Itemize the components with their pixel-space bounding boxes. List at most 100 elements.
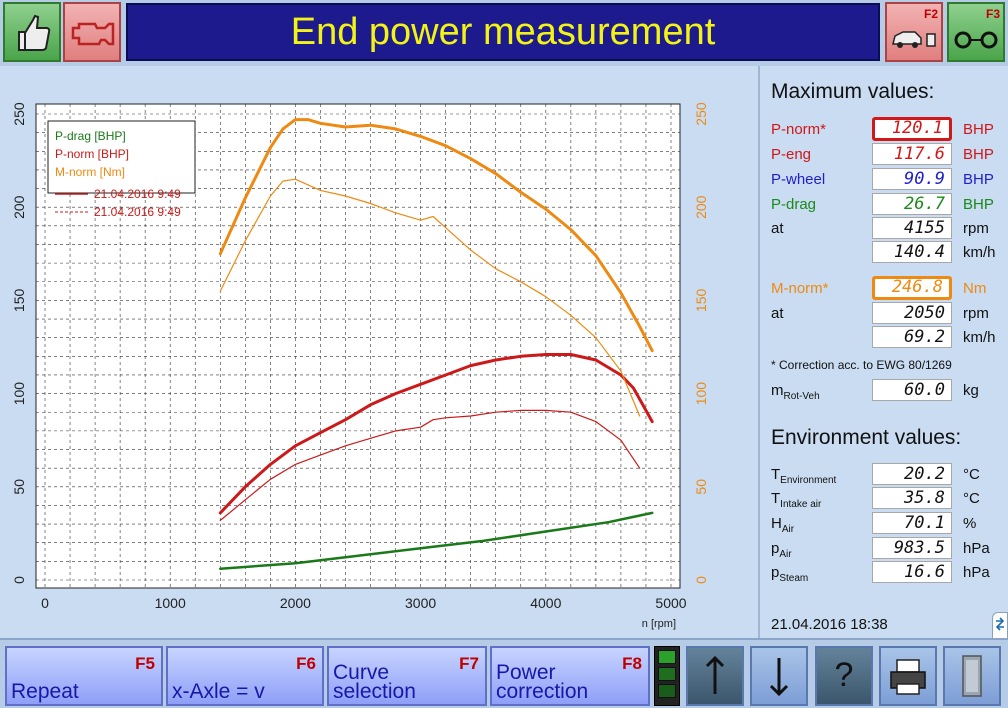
x-axis-label: n [rpm] <box>642 618 676 630</box>
row-label: P-drag <box>771 196 817 213</box>
y-tick-label-left: 0 <box>11 576 27 584</box>
printer-icon <box>890 659 926 695</box>
row-unit: km/h <box>963 244 996 261</box>
x-tick-label: 2000 <box>280 595 311 611</box>
print-button[interactable] <box>879 646 937 706</box>
header: End power measurement F2 F3 <box>0 0 1008 66</box>
series-line-3 <box>218 118 654 353</box>
p-steam-value: 16.6 <box>872 561 952 583</box>
mass-value: 60.0 <box>872 379 952 401</box>
row-label: pSteam <box>771 564 809 584</box>
light-green-top <box>658 650 676 664</box>
x-axle-button[interactable]: F6 x-Axle = v <box>166 646 324 706</box>
env-values-title: Environment values: <box>771 426 962 449</box>
traffic-light-indicator <box>654 646 680 706</box>
series-line-1 <box>218 353 654 515</box>
row-mass: mRot-Veh 60.0 kg <box>771 379 1006 402</box>
correction-note: * Correction acc. to EWG 80/1269 <box>771 358 952 372</box>
f2-button[interactable]: F2 <box>885 2 943 62</box>
legend-entry-dashed: 21.04.2016 9:49 <box>94 205 181 219</box>
chart-panel: 0 1000 2000 3000 4000 5000 0 50 100 150 200 250 0 50 1… <box>0 66 760 638</box>
down-button[interactable] <box>750 646 808 706</box>
row-unit: hPa <box>963 540 990 557</box>
row-p-eng: P-eng 117.6 BHP <box>771 143 1006 165</box>
p-speed-value: 140.4 <box>872 241 952 263</box>
row-p-norm: P-norm* 120.1 BHP <box>771 117 1006 141</box>
row-unit: kg <box>963 382 979 399</box>
row-unit: hPa <box>963 564 990 581</box>
y-tick-label-left: 100 <box>11 382 27 406</box>
series-line-2 <box>219 409 641 521</box>
power-correction-button[interactable]: F8 Power correction <box>490 646 650 706</box>
function-key-bar: F5 Repeat F6 x-Axle = v F7 Curve selecti… <box>0 638 1008 708</box>
y-tick-label-right: 100 <box>693 382 709 406</box>
row-label: TEnvironment <box>771 466 837 486</box>
row-p-drag: P-drag 26.7 BHP <box>771 193 1006 215</box>
values-panel: Maximum values: P-norm* 120.1 BHP P-eng … <box>762 66 1008 658</box>
f8-key-label: F8 <box>622 654 642 673</box>
power-correction-label: Power correction <box>496 661 589 703</box>
car-tow-icon <box>892 31 936 48</box>
f3-button[interactable]: F3 <box>947 2 1005 62</box>
curve-selection-label: Curve selection <box>333 661 416 703</box>
m-rpm-value: 2050 <box>872 302 952 324</box>
help-button[interactable]: ? <box>815 646 873 706</box>
p-rpm-value: 4155 <box>872 217 952 239</box>
row-unit: rpm <box>963 305 989 322</box>
f2-key-label: F2 <box>923 7 938 21</box>
up-button[interactable] <box>686 646 744 706</box>
y-tick-label-right: 250 <box>693 102 709 126</box>
row-label: TIntake air <box>771 490 822 510</box>
x-tick-label: 1000 <box>155 595 186 611</box>
y-tick-label-right: 150 <box>693 289 709 313</box>
y-tick-label-left: 150 <box>11 289 27 313</box>
legend-box <box>47 120 196 194</box>
row-unit: °C <box>963 490 980 507</box>
row-m-rpm: at 2050 rpm <box>771 302 1006 324</box>
row-t-environment: TEnvironment 20.2 °C <box>771 463 1006 486</box>
engine-button[interactable] <box>63 2 121 62</box>
legend-entry-mnorm: M-norm [Nm] <box>55 165 125 179</box>
row-at-rpm: at 4155 rpm <box>771 217 1006 239</box>
f7-key-label: F7 <box>459 654 479 673</box>
y-tick-label-left: 200 <box>11 195 27 219</box>
max-values-title: Maximum values: <box>771 80 935 103</box>
row-p-wheel: P-wheel 90.9 BHP <box>771 168 1006 190</box>
row-label: at <box>771 220 784 237</box>
row-m-speed: 69.2 km/h <box>771 326 1006 348</box>
light-green-bottom <box>658 684 676 698</box>
row-label: pAir <box>771 540 792 560</box>
row-label: P-norm* <box>771 121 827 138</box>
question-icon: ? <box>834 656 854 694</box>
f5-key-label: F5 <box>135 654 155 673</box>
p-air-value: 983.5 <box>872 537 952 559</box>
series-line-4 <box>219 178 641 417</box>
row-unit: km/h <box>963 329 996 346</box>
swap-icon <box>995 617 1005 631</box>
t-environment-value: 20.2 <box>872 463 952 485</box>
x-tick-label: 4000 <box>530 595 561 611</box>
row-h-air: HAir 70.1 % <box>771 512 1006 535</box>
title-bar: End power measurement <box>126 3 880 61</box>
h-air-value: 70.1 <box>872 512 952 534</box>
row-unit: % <box>963 515 977 532</box>
row-label: mRot-Veh <box>771 382 820 402</box>
t-intake-value: 35.8 <box>872 487 952 509</box>
p-wheel-value: 90.9 <box>872 168 952 190</box>
row-unit: BHP <box>963 196 994 213</box>
curve-selection-button[interactable]: F7 Curve selection <box>327 646 487 706</box>
p-norm-value: 120.1 <box>872 117 952 141</box>
x-axle-label: x-Axle = v <box>172 680 265 703</box>
row-unit: Nm <box>963 280 987 297</box>
row-speed: 140.4 km/h <box>771 241 1006 263</box>
repeat-button[interactable]: F5 Repeat <box>5 646 163 706</box>
exit-button[interactable] <box>943 646 1001 706</box>
chart-ticks: 0 1000 2000 3000 4000 5000 0 50 100 150 200 250 0 50 1… <box>11 102 709 611</box>
f3-key-label: F3 <box>985 7 1000 21</box>
row-t-intake: TIntake air 35.8 °C <box>771 487 1006 510</box>
thumbs-up-button[interactable] <box>3 2 61 62</box>
row-unit: °C <box>963 466 980 483</box>
series-line-0 <box>219 511 654 571</box>
engine-icon <box>71 22 115 46</box>
x-tick-label: 0 <box>41 595 49 611</box>
